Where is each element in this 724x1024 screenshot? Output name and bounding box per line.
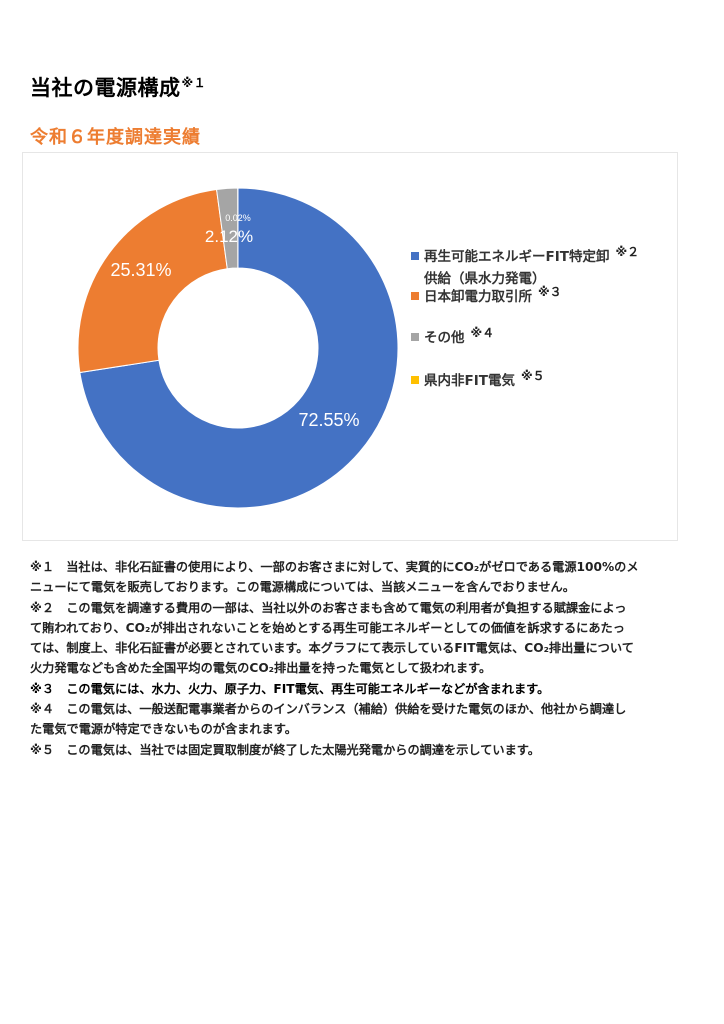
footnotes: ※１ 当社は、非化石証書の使用により、一部のお客さまに対して、実質的にCO₂がゼ… [30,557,639,760]
legend-label: 県内非FIT電気 [424,373,515,389]
legend-footnote-mark: ※２ [615,245,640,259]
legend-footnote-mark: ※３ [538,285,562,299]
donut-slice-0 [79,187,399,509]
section-subtitle: 令和６年度調達実績 [30,127,201,148]
footnote-line: ては、制度上、非化石証書が必要とされています。本グラフにて表示しているFIT電気… [30,641,634,656]
legend-swatch [411,252,419,260]
legend-swatch [411,292,419,300]
legend-footnote-mark: ※４ [470,326,495,340]
footnote-line: て賄われており、CO₂が排出されないことを始めとする再生可能エネルギーとしての価… [30,620,625,635]
legend-item-jepx: 日本卸電力取引所 ※３ [411,281,562,308]
footnote-line: ※３ この電気には、水力、火力、原子力、FIT電気、再生可能エネルギーなどが含ま… [30,681,550,696]
footnote-line: ※５ この電気は、当社では固定買取制度が終了した太陽光発電からの調達を示していま… [30,742,540,757]
data-label-0: 72.55% [298,410,359,430]
footnote-line: ※４ この電気は、一般送配電事業者からのインバランス（補給）供給を受けた電気のほ… [30,702,627,717]
legend-swatch [411,333,419,341]
data-label-3: 0.02% [225,213,251,223]
footnote-line: ニューにて電気を販売しております。この電源構成については、当該メニューを含んでお… [30,580,575,595]
legend-label: 日本卸電力取引所 [424,289,532,305]
legend-swatch [411,376,419,384]
page-title: 当社の電源構成※１ [30,72,206,102]
legend-footnote-mark: ※５ [520,369,545,383]
donut-slice-1 [77,188,228,374]
legend-label: その他 [424,330,465,346]
title-text: 当社の電源構成 [30,76,181,100]
title-footnote-mark: ※１ [181,76,207,90]
chart-container: 72.55% 25.31% 2.12% 0.02% 再生可能エネルギーFIT特定卸 ※２… [22,152,678,541]
footnote-line: ※２ この電気を調達する費用の一部は、当社以外のお客さまも含めて電気の利用者が負… [30,600,627,615]
legend-item-fit: 再生可能エネルギーFIT特定卸 ※２ 供給（県水力発電） [411,241,639,290]
legend-item-nonfit: 県内非FIT電気 ※５ [411,365,545,392]
data-label-1: 25.31% [110,260,171,280]
data-label-2: 2.12% [205,227,253,246]
donut-chart: 72.55% 25.31% 2.12% 0.02% [77,187,399,509]
legend-item-other: その他 ※４ [411,322,494,349]
footnote-line: た電気で電源が特定できないものが含まれます。 [30,722,297,737]
legend-label-continued: 供給（県水力発電） [424,271,546,287]
legend-label: 再生可能エネルギーFIT特定卸 [424,249,610,265]
footnote-line: ※１ 当社は、非化石証書の使用により、一部のお客さまに対して、実質的にCO₂がゼ… [30,560,639,574]
footnote-line: 火力発電なども含めた全国平均の電気のCO₂排出量を持った電気として扱われます。 [30,661,492,676]
